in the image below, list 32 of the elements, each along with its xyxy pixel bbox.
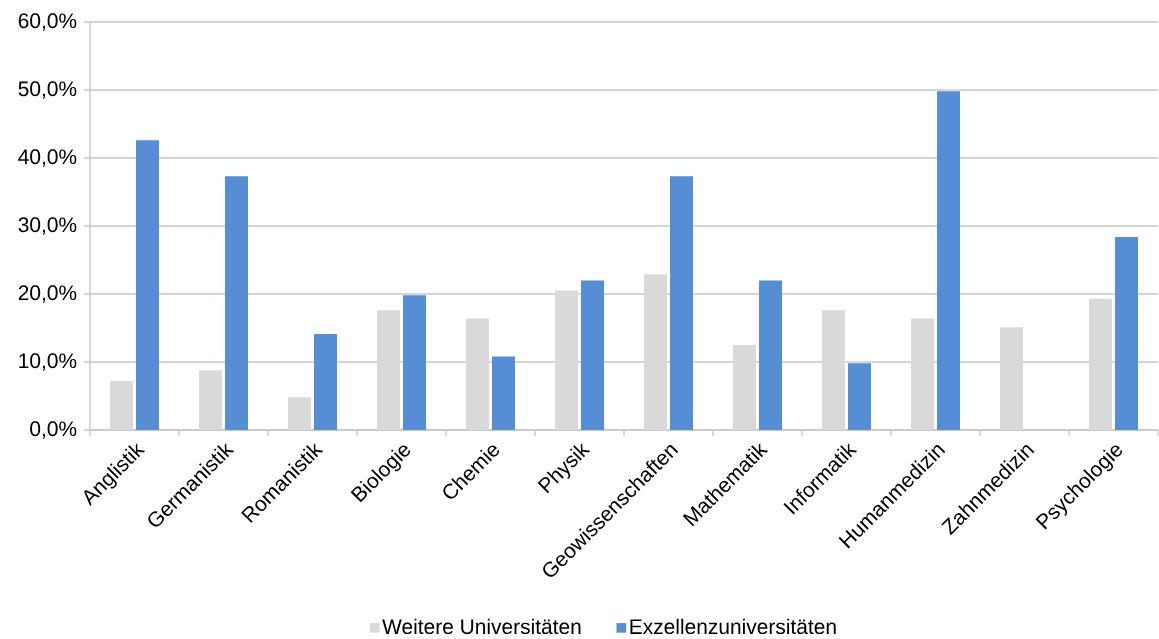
bar bbox=[110, 381, 133, 430]
bar bbox=[848, 363, 872, 430]
bar bbox=[1089, 298, 1113, 430]
bar bbox=[1000, 327, 1024, 430]
bar bbox=[670, 176, 694, 430]
y-tick-label: 30,0% bbox=[18, 217, 77, 235]
bar bbox=[822, 310, 846, 430]
bar bbox=[555, 290, 578, 430]
bar bbox=[403, 295, 426, 430]
y-tick-label: 50,0% bbox=[18, 81, 77, 99]
bar bbox=[314, 334, 338, 430]
y-tick-label: 60,0% bbox=[18, 13, 77, 31]
y-tick-label: 20,0% bbox=[18, 285, 77, 303]
bar bbox=[733, 345, 757, 430]
y-tick-label: 0,0% bbox=[30, 421, 77, 439]
bar bbox=[466, 318, 490, 430]
bar bbox=[1115, 236, 1139, 430]
bar bbox=[911, 318, 935, 430]
bar bbox=[492, 356, 516, 430]
y-tick-label: 10,0% bbox=[19, 353, 77, 371]
bar bbox=[759, 280, 783, 430]
bar bbox=[199, 370, 222, 430]
bar bbox=[581, 280, 605, 430]
bar bbox=[225, 176, 248, 430]
bar bbox=[377, 310, 401, 430]
bar bbox=[644, 274, 668, 430]
bar bbox=[937, 91, 961, 430]
bar bbox=[136, 140, 159, 430]
bar bbox=[288, 397, 311, 430]
y-tick-label: 40,0% bbox=[18, 149, 77, 167]
legend-label: Weitere Universitäten bbox=[382, 618, 581, 635]
legend-label: Exzellenzuniversitäten bbox=[630, 618, 836, 635]
